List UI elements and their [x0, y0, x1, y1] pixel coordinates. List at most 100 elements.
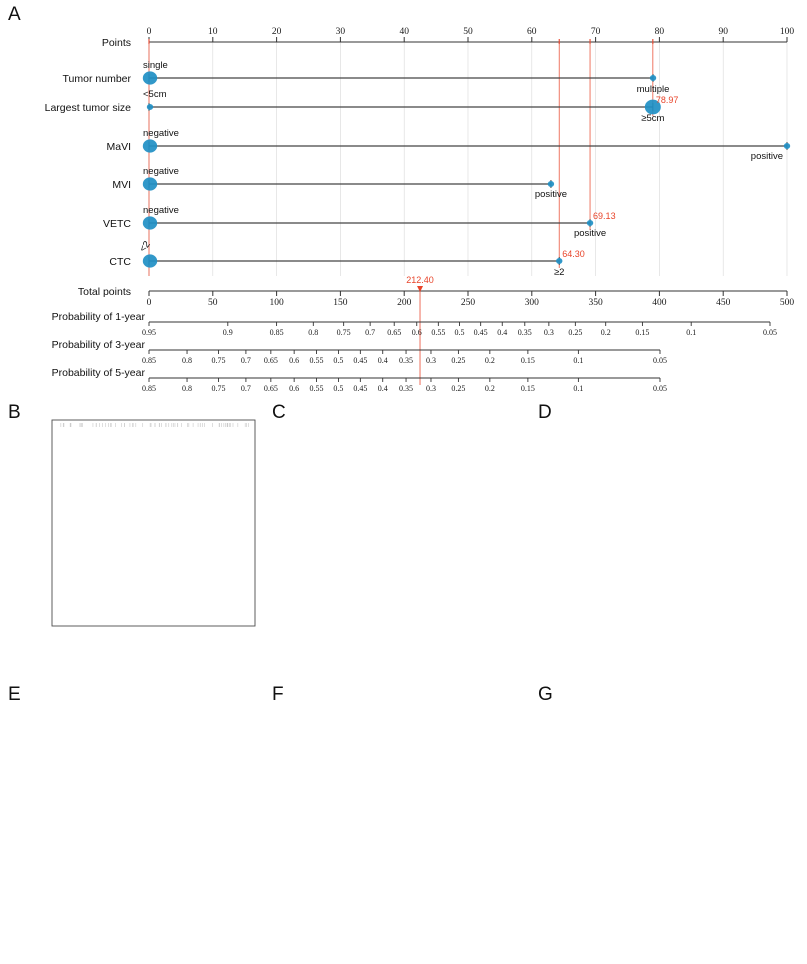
nomogram-selected-node: [143, 71, 157, 84]
nomogram-probability-tick: 0.75: [211, 356, 225, 365]
nomogram-probability-tick: 0.8: [182, 384, 192, 392]
nomogram-probability-tick: 0.35: [399, 356, 413, 365]
nomogram-level-label: single: [143, 60, 168, 71]
nomogram-probability-tick: 0.4: [378, 356, 388, 365]
nomogram-probability-tick: 0.5: [455, 328, 465, 337]
nomogram-selected-node: [143, 177, 157, 190]
nomogram-probability-tick: 0.8: [182, 356, 192, 365]
nomogram-probability-label: Probability of 1-year: [52, 311, 146, 323]
nomogram-level-label: negative: [143, 166, 179, 177]
nomogram-probability-tick: 0.85: [142, 384, 156, 392]
nomogram-panel: Points 0 10 20 30 40 50 60 70 80 90 100 Tumor number…: [0, 0, 807, 392]
nomogram-level-label: positive: [535, 189, 567, 200]
nomogram-probability-tick: 0.15: [521, 356, 535, 365]
nomogram-probability-tick: 0.25: [568, 328, 582, 337]
svg-text:0: 0: [147, 298, 152, 308]
roc-vrisk-plot: [534, 682, 804, 964]
svg-text:300: 300: [525, 298, 540, 308]
nomogram-probability-tick: 0.7: [241, 356, 251, 365]
svg-text:350: 350: [588, 298, 603, 308]
nomogram-probability-tick: 0.6: [289, 356, 299, 365]
nomogram-probability-tick: 0.2: [485, 384, 495, 392]
nomogram-probability-tick: 0.25: [451, 356, 465, 365]
nomogram-probability-tick: 0.9: [223, 328, 233, 337]
nomogram-probability-tick: 0.85: [142, 356, 156, 365]
nomogram-points-label: Points: [102, 37, 131, 49]
svg-text:40: 40: [399, 27, 409, 37]
nomogram-probability-tick: 0.8: [308, 328, 318, 337]
nomogram-probability-tick: 0.55: [310, 356, 324, 365]
nomogram-probability-tick: 0.45: [353, 384, 367, 392]
nomogram-probability-tick: 0.7: [365, 328, 375, 337]
nomogram-probability-tick: 0.1: [573, 384, 583, 392]
svg-text:450: 450: [716, 298, 731, 308]
svg-text:200: 200: [397, 298, 412, 308]
nomogram-selected-node: [147, 104, 153, 110]
svg-text:60: 60: [527, 27, 537, 37]
nomogram-probability-tick: 0.1: [573, 356, 583, 365]
calibration-plot: [0, 398, 270, 683]
nomogram-level-label: <2: [137, 239, 152, 254]
nomogram-probability-tick: 0.6: [412, 328, 422, 337]
nomogram-probability-tick: 0.3: [544, 328, 554, 337]
svg-text:100: 100: [269, 298, 284, 308]
svg-text:100: 100: [780, 27, 795, 37]
nomogram-probability-tick: 0.35: [399, 384, 413, 392]
svg-text:150: 150: [333, 298, 348, 308]
nomogram-probability-tick: 0.05: [653, 384, 667, 392]
nomogram-probability-tick: 0.6: [289, 384, 299, 392]
nomogram-probability-tick: 0.05: [653, 356, 667, 365]
svg-text:250: 250: [461, 298, 476, 308]
nomogram-level-label: multiple: [637, 84, 670, 95]
nomogram-probability-tick: 0.3: [426, 384, 436, 392]
km-disease-free-survival-plot: [534, 398, 804, 683]
nomogram-probability-label: Probability of 3-year: [52, 339, 146, 351]
svg-text:80: 80: [655, 27, 665, 37]
nomogram-probability-tick: 0.5: [333, 356, 343, 365]
nomogram-level-label: ≥5cm: [641, 113, 664, 124]
svg-text:500: 500: [780, 298, 795, 308]
nomogram-probability-tick: 0.05: [763, 328, 777, 337]
roc-tnm-plot: [0, 682, 270, 964]
nomogram-level-label: negative: [143, 205, 179, 216]
nomogram-total-points-label: Total points: [78, 286, 131, 298]
nomogram-probability-tick: 0.75: [211, 384, 225, 392]
nomogram-probability-tick: 0.4: [378, 384, 388, 392]
nomogram-probability-tick: 0.65: [264, 356, 278, 365]
svg-text:0: 0: [147, 27, 152, 37]
svg-text:20: 20: [272, 27, 282, 37]
nomogram-row-label: Tumor number: [63, 73, 132, 85]
nomogram-probability-tick: 0.3: [426, 356, 436, 365]
nomogram-row-label: MaVI: [106, 141, 131, 153]
nomogram-node: [548, 181, 554, 187]
nomogram-level-label: negative: [143, 128, 179, 139]
nomogram-level-label: <5cm: [143, 89, 167, 100]
nomogram-probability-tick: 0.7: [241, 384, 251, 392]
svg-text:30: 30: [336, 27, 346, 37]
nomogram-probability-tick: 0.1: [686, 328, 696, 337]
roc-bclc-plot: [266, 682, 536, 964]
svg-text:400: 400: [652, 298, 667, 308]
nomogram-probability-tick: 0.45: [353, 356, 367, 365]
nomogram-probability-tick: 0.75: [337, 328, 351, 337]
nomogram-probability-tick: 0.25: [451, 384, 465, 392]
nomogram-level-label: positive: [574, 228, 606, 239]
svg-text:90: 90: [718, 27, 728, 37]
nomogram-probability-tick: 0.85: [270, 328, 284, 337]
nomogram-probability-tick: 0.65: [387, 328, 401, 337]
svg-text:50: 50: [463, 27, 473, 37]
nomogram-probability-tick: 0.2: [601, 328, 611, 337]
nomogram-probability-tick: 0.55: [431, 328, 445, 337]
nomogram-level-label: positive: [751, 151, 783, 162]
nomogram-selected-node: [143, 254, 157, 267]
svg-text:50: 50: [208, 298, 218, 308]
nomogram-red-value: 64.30: [562, 249, 585, 259]
nomogram-selected-node: [143, 216, 157, 229]
nomogram-row-label: CTC: [109, 256, 131, 268]
nomogram-node: [784, 143, 790, 149]
nomogram-row-label: Largest tumor size: [45, 102, 132, 114]
nomogram-red-value: 78.97: [656, 95, 679, 105]
nomogram-probability-tick: 0.15: [521, 384, 535, 392]
nomogram-probability-tick: 0.5: [333, 384, 343, 392]
nomogram-probability-tick: 0.15: [635, 328, 649, 337]
